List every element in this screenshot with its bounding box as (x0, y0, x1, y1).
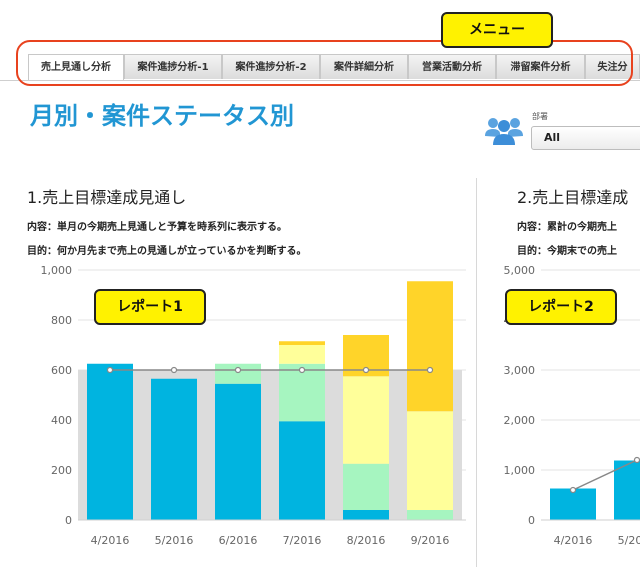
section1-purpose: 目的：何か月先まで売上の見通しが立っているかを判断する。 (27, 246, 307, 257)
chart1-bar-s1 (407, 510, 453, 520)
chart2-y-tick-label: 2,000 (504, 414, 536, 427)
chart2-y-tick-label: 0 (528, 514, 535, 527)
chart2-x-tick-label: 4/2016 (554, 534, 593, 547)
chart1-bar-s2 (407, 411, 453, 510)
chart1-target-point (362, 366, 370, 374)
tab-1[interactable]: 案件進捗分析-1 (124, 54, 222, 79)
tab-3[interactable]: 案件詳細分析 (320, 54, 408, 79)
chart1-bar-s0 (343, 510, 389, 520)
chart1-bar-s0 (87, 363, 133, 520)
page-title: 月別・案件ステータス別 (30, 102, 294, 130)
chart1-bar-s1 (343, 463, 389, 510)
tab-5[interactable]: 滞留案件分析 (496, 54, 585, 79)
chart1-target-point (426, 366, 434, 374)
chart1-bar-s0 (279, 421, 325, 520)
tab-2[interactable]: 案件進捗分析-2 (222, 54, 320, 79)
chart2-bar-s0 (550, 488, 596, 520)
chart2-target-line (572, 459, 638, 491)
chart1-x-tick-label: 4/2016 (91, 534, 130, 547)
section-divider (476, 178, 477, 567)
chart1-bar-s3 (279, 341, 325, 345)
chart1-y-tick-label: 200 (51, 464, 72, 477)
chart1-target-point (170, 366, 178, 374)
menu-tab-bar: 売上見通し分析 案件進捗分析-1 案件進捗分析-2 案件詳細分析 営業活動分析 滞留案件分… (0, 54, 640, 81)
chart1-bar-s1 (215, 363, 261, 384)
chart2-y-tick-label: 3,000 (504, 364, 536, 377)
chart1-bar-s0 (151, 378, 197, 520)
chart2-target-point (569, 486, 577, 494)
chart1-x-tick-label: 7/2016 (283, 534, 322, 547)
report2-callout: レポート2 (505, 289, 617, 325)
chart1-bar-s0 (215, 383, 261, 520)
chart1-target-point (298, 366, 306, 374)
chart1-x-tick-label: 9/2016 (411, 534, 450, 547)
chart1-y-tick-label: 600 (51, 364, 72, 377)
chart2-target-point (633, 456, 640, 464)
chart-sales-forecast: 0 200 400 600 800 1,000 4/2016 5/2016 6/2016 7/20… (41, 264, 466, 547)
report1-callout: レポート1 (94, 289, 206, 325)
tab-4[interactable]: 営業活動分析 (408, 54, 496, 79)
section1-title: 1.売上目標達成見通し (27, 188, 187, 207)
section2-content: 内容：累計の今期売上 (517, 222, 617, 233)
chart1-bar-s2 (279, 345, 325, 364)
chart1-bar-s2 (343, 376, 389, 464)
section2-title: 2.売上目標達成 (517, 188, 629, 207)
tab-6[interactable]: 失注分 (585, 54, 640, 79)
chart1-y-tick-label: 0 (65, 514, 72, 527)
chart1-target-point (234, 366, 242, 374)
chart1-bar-s3 (407, 281, 453, 412)
chart2-y-tick-label: 5,000 (504, 264, 536, 277)
menu-callout: メニュー (441, 12, 553, 48)
tab-0[interactable]: 売上見通し分析 (28, 54, 124, 80)
chart1-y-tick-label: 1,000 (41, 264, 73, 277)
section1-content: 内容：単月の今期売上見通しと予算を時系列に表示する。 (27, 222, 287, 233)
users-icon (485, 118, 523, 145)
department-label: 部署 (532, 112, 548, 121)
chart1-y-tick-label: 400 (51, 414, 72, 427)
department-select[interactable]: All (531, 126, 640, 150)
chart2-bar-s0 (614, 460, 640, 520)
chart2-y-tick-label: 1,000 (504, 464, 536, 477)
chart1-x-tick-label: 8/2016 (347, 534, 386, 547)
chart1-x-tick-label: 6/2016 (219, 534, 258, 547)
chart1-x-tick-label: 5/2016 (155, 534, 194, 547)
chart2-x-tick-label: 5/2016 (618, 534, 640, 547)
chart1-target-point (106, 366, 114, 374)
chart1-y-tick-label: 800 (51, 314, 72, 327)
chart1-bar-s1 (279, 363, 325, 422)
section2-purpose: 目的：今期末での売上 (517, 246, 617, 257)
